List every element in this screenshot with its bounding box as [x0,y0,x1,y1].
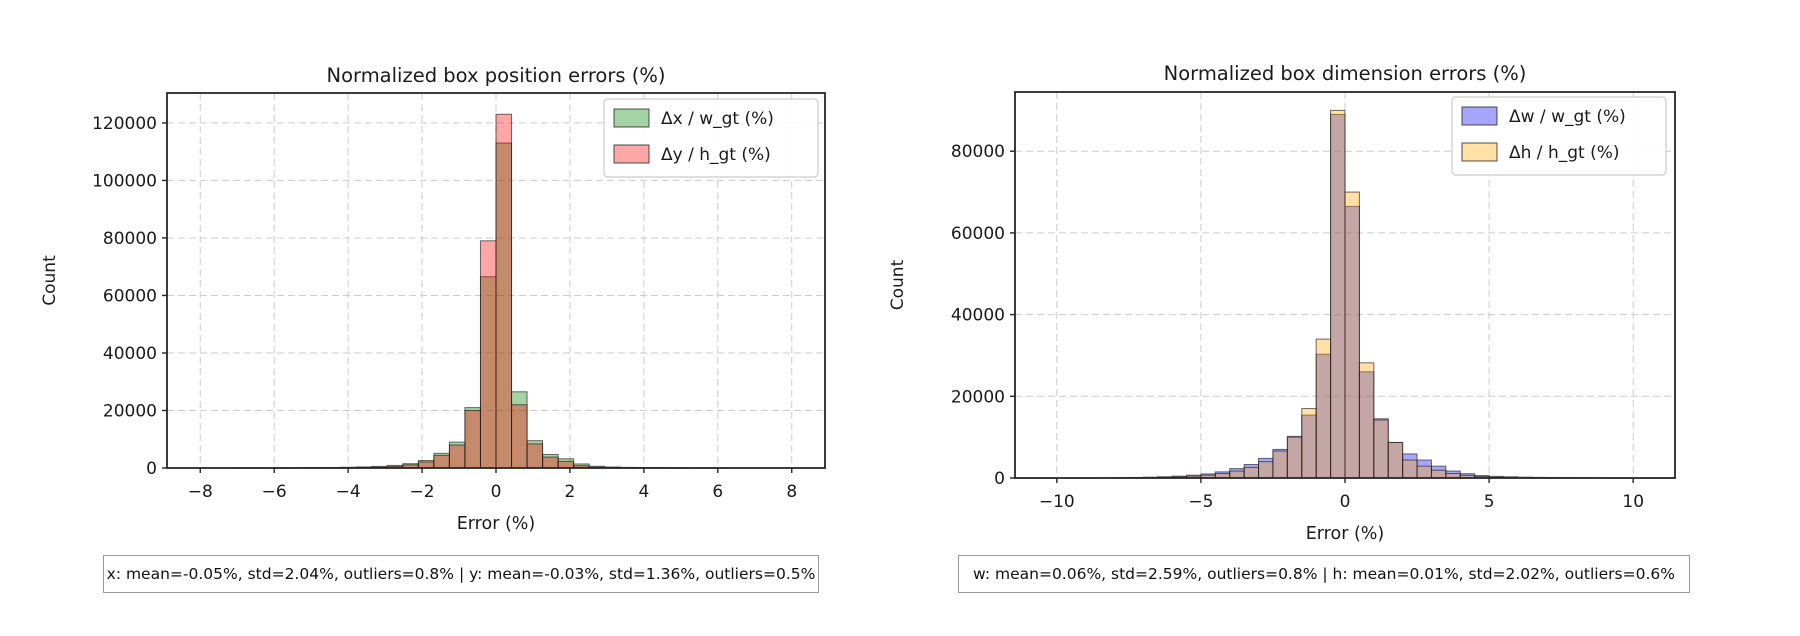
svg-text:100000: 100000 [92,171,157,191]
svg-text:−6: −6 [262,482,287,502]
legend: Δx / w_gt (%) Δy / h_gt (%) [603,98,819,178]
y-axis: 0 20000 40000 60000 80000 100000 120000 Count [40,114,167,479]
svg-text:−4: −4 [336,482,361,502]
dimension-errors-figure: −10 −5 0 5 10 Error (%) 0 20000 40000 60000 80000 C… [880,0,1800,636]
legend-entry-0: Δx / w_gt (%) [613,108,774,129]
svg-text:−8: −8 [188,482,213,502]
x-axis: −10 −5 0 5 10 Error (%) [1039,478,1644,544]
legend-entry-0: Δw / w_gt (%) [1461,106,1626,127]
svg-text:0: 0 [994,469,1005,489]
svg-text:−5: −5 [1188,492,1213,512]
svg-text:80000: 80000 [103,229,157,249]
svg-text:60000: 60000 [103,286,157,306]
svg-text:5: 5 [1484,492,1495,512]
svg-text:8: 8 [786,482,797,502]
svg-text:6: 6 [712,482,723,502]
svg-text:80000: 80000 [951,142,1005,162]
legend-swatch-0 [613,108,650,128]
legend-entry-1: Δy / h_gt (%) [613,144,771,165]
svg-text:20000: 20000 [103,401,157,421]
legend-swatch-1 [1461,142,1498,162]
legend-label-0: Δw / w_gt (%) [1509,107,1626,127]
chart-title: Normalized box position errors (%) [327,64,666,87]
svg-text:20000: 20000 [951,387,1005,407]
svg-text:120000: 120000 [92,114,157,134]
y-axis-label: Count [40,255,60,306]
x-axis-label: Error (%) [1306,524,1385,544]
x-axis: −8 −6 −4 −2 0 2 4 6 8 Error (%) [188,468,797,534]
y-axis: 0 20000 40000 60000 80000 Count [888,142,1015,489]
chart-title: Normalized box dimension errors (%) [1164,62,1527,85]
legend-swatch-0 [1461,106,1498,126]
svg-text:0: 0 [146,459,157,479]
svg-text:0: 0 [491,482,502,502]
svg-text:40000: 40000 [103,344,157,364]
legend: Δw / w_gt (%) Δh / h_gt (%) [1451,96,1667,176]
x-axis-label: Error (%) [457,514,536,534]
position-errors-histogram: −8 −6 −4 −2 0 2 4 6 8 Error (%) 0 20000 40000 60000 80… [40,64,826,534]
y-axis-label: Count [888,259,908,310]
legend-swatch-1 [613,144,650,164]
svg-text:−10: −10 [1039,492,1075,512]
legend-label-0: Δx / w_gt (%) [661,109,774,129]
svg-text:60000: 60000 [951,224,1005,244]
svg-text:−2: −2 [410,482,435,502]
legend-entry-1: Δh / h_gt (%) [1461,142,1620,163]
svg-text:0: 0 [1340,492,1351,512]
svg-text:10: 10 [1622,492,1644,512]
svg-text:4: 4 [638,482,649,502]
svg-text:2: 2 [565,482,576,502]
position-stats-box: x: mean=-0.05%, std=2.04%, outliers=0.8%… [103,555,819,593]
position-errors-figure: −8 −6 −4 −2 0 2 4 6 8 Error (%) 0 20000 40000 60000 80… [0,0,880,636]
legend-label-1: Δy / h_gt (%) [661,145,771,165]
legend-label-1: Δh / h_gt (%) [1509,143,1620,163]
dimension-errors-histogram: −10 −5 0 5 10 Error (%) 0 20000 40000 60000 80000 C… [888,62,1676,544]
dimension-stats-box: w: mean=0.06%, std=2.59%, outliers=0.8% … [958,555,1690,593]
svg-text:40000: 40000 [951,306,1005,326]
